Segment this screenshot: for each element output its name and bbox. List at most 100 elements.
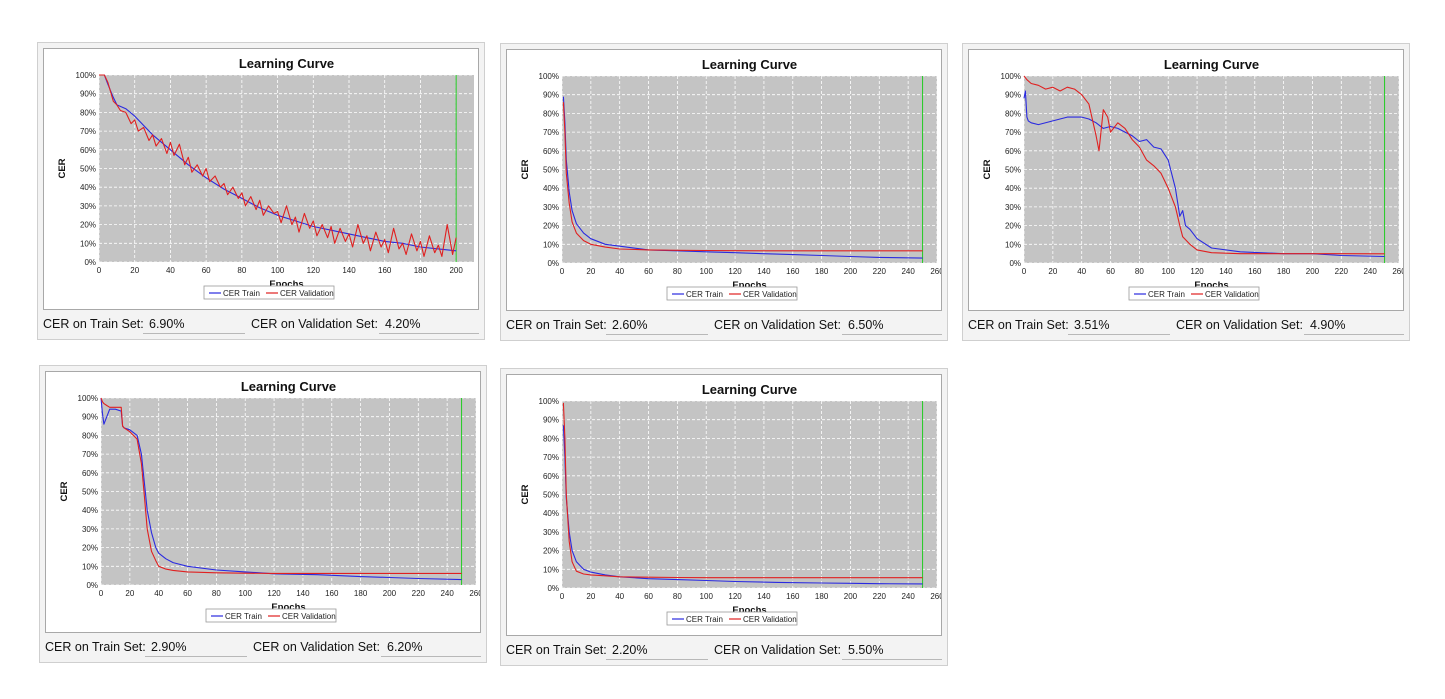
x-tick-label: 120 xyxy=(728,267,742,276)
validation-stat-label: CER on Validation Set: xyxy=(1176,318,1303,332)
x-tick-label: 120 xyxy=(307,266,321,275)
x-tick-label: 120 xyxy=(267,589,281,598)
y-tick-label: 70% xyxy=(82,450,98,459)
x-tick-label: 260 xyxy=(1392,267,1403,276)
legend-train-label: CER Train xyxy=(686,290,723,299)
learning-curve-chart: Learning Curve 0% 10% 20% 30% 40% 50% 60% 70% 80%… xyxy=(982,57,1403,301)
x-tick-label: 20 xyxy=(586,267,595,276)
x-tick-label: 60 xyxy=(183,589,192,598)
y-tick-label: 80% xyxy=(82,431,98,440)
y-tick-label: 0% xyxy=(547,259,559,268)
legend-validation-label: CER Validation xyxy=(743,290,797,299)
y-tick-label: 80% xyxy=(1005,109,1021,118)
validation-stat-value: 4.20% xyxy=(379,315,479,334)
x-tick-label: 160 xyxy=(325,589,339,598)
x-tick-label: 240 xyxy=(1363,267,1377,276)
learning-curve-chart: Learning Curve 0% 10% 20% 30% 40% 50% 60% 70% 80%… xyxy=(520,382,941,626)
y-axis-label: CER xyxy=(57,158,68,178)
y-tick-label: 90% xyxy=(543,91,559,100)
x-tick-label: 200 xyxy=(1306,267,1320,276)
train-stat-value: 6.90% xyxy=(143,315,245,334)
y-tick-label: 50% xyxy=(80,165,96,174)
x-tick-label: 180 xyxy=(815,267,829,276)
train-stat-value: 2.60% xyxy=(606,316,708,335)
train-series-line xyxy=(100,397,462,581)
chart-frame: Learning Curve 0% 10% 20% 30% 40% 50% 60% 70% 80%… xyxy=(506,374,942,636)
y-tick-label: 50% xyxy=(543,166,559,175)
learning-curve-panel: Learning Curve 0% 10% 20% 30% 40% 50% 60% 70% 80%… xyxy=(500,43,948,341)
x-tick-label: 80 xyxy=(673,592,682,601)
train-stat-label: CER on Train Set: xyxy=(968,318,1069,332)
legend-train-label: CER Train xyxy=(1148,290,1185,299)
x-tick-label: 60 xyxy=(202,266,211,275)
chart-title: Learning Curve xyxy=(241,379,336,394)
y-tick-label: 20% xyxy=(82,544,98,553)
y-tick-label: 60% xyxy=(543,472,559,481)
train-stat-label: CER on Train Set: xyxy=(45,640,146,654)
stats-row: CER on Train Set: 3.51% CER on Validatio… xyxy=(968,316,1404,338)
y-tick-label: 60% xyxy=(80,146,96,155)
y-tick-label: 40% xyxy=(80,183,96,192)
x-tick-label: 140 xyxy=(757,267,771,276)
x-tick-label: 20 xyxy=(1048,267,1057,276)
x-tick-label: 100 xyxy=(700,592,714,601)
x-tick-label: 0 xyxy=(1022,267,1027,276)
y-tick-label: 90% xyxy=(543,416,559,425)
chart-frame: Learning Curve 0% 10% 20% 30% 40% 50% 60% 70% 80%… xyxy=(506,49,942,311)
x-tick-label: 20 xyxy=(586,592,595,601)
x-tick-label: 200 xyxy=(844,267,858,276)
x-tick-label: 200 xyxy=(449,266,463,275)
y-tick-label: 50% xyxy=(543,491,559,500)
chart-frame: Learning Curve 0% 10% 20% 30% 40% 50% 60% 70% 80%… xyxy=(43,48,479,310)
x-tick-label: 200 xyxy=(844,592,858,601)
x-tick-label: 40 xyxy=(1077,267,1086,276)
x-tick-label: 80 xyxy=(212,589,221,598)
y-tick-label: 40% xyxy=(543,509,559,518)
y-tick-label: 100% xyxy=(539,397,559,406)
stats-row: CER on Train Set: 6.90% CER on Validatio… xyxy=(43,315,479,337)
validation-stat-label: CER on Validation Set: xyxy=(714,643,841,657)
x-tick-label: 60 xyxy=(644,592,653,601)
x-axis-label: Epochs xyxy=(1194,280,1228,291)
y-tick-label: 100% xyxy=(76,71,96,80)
x-axis-label: Epochs xyxy=(269,279,303,290)
x-tick-label: 260 xyxy=(930,267,941,276)
x-tick-label: 140 xyxy=(1219,267,1233,276)
y-tick-label: 40% xyxy=(1005,184,1021,193)
x-axis-label: Epochs xyxy=(732,280,766,291)
stats-row: CER on Train Set: 2.90% CER on Validatio… xyxy=(45,638,481,660)
x-tick-label: 160 xyxy=(378,266,392,275)
x-tick-label: 100 xyxy=(239,589,253,598)
y-tick-label: 90% xyxy=(82,413,98,422)
y-tick-label: 20% xyxy=(543,222,559,231)
y-tick-label: 0% xyxy=(1009,259,1021,268)
y-tick-label: 80% xyxy=(543,434,559,443)
y-axis-label: CER xyxy=(982,159,993,179)
train-stat-label: CER on Train Set: xyxy=(506,643,607,657)
y-tick-label: 0% xyxy=(86,581,98,590)
y-tick-label: 50% xyxy=(1005,166,1021,175)
x-tick-label: 140 xyxy=(296,589,310,598)
y-tick-label: 60% xyxy=(1005,147,1021,156)
validation-stat-value: 5.50% xyxy=(842,641,942,660)
x-tick-label: 160 xyxy=(1248,267,1262,276)
chart-frame: Learning Curve 0% 10% 20% 30% 40% 50% 60% 70% 80%… xyxy=(45,371,481,633)
x-tick-label: 120 xyxy=(1190,267,1204,276)
train-stat-label: CER on Train Set: xyxy=(506,318,607,332)
x-tick-label: 40 xyxy=(615,592,624,601)
learning-curve-panel: Learning Curve 0% 10% 20% 30% 40% 50% 60% 70% 80%… xyxy=(962,43,1410,341)
x-tick-label: 120 xyxy=(728,592,742,601)
y-tick-label: 100% xyxy=(539,72,559,81)
learning-curve-chart: Learning Curve 0% 10% 20% 30% 40% 50% 60% 70% 80%… xyxy=(57,56,474,300)
x-tick-label: 140 xyxy=(757,592,771,601)
y-tick-label: 90% xyxy=(80,90,96,99)
x-tick-label: 260 xyxy=(469,589,480,598)
stats-row: CER on Train Set: 2.60% CER on Validatio… xyxy=(506,316,942,338)
validation-series-line xyxy=(1023,75,1385,255)
train-stat-label: CER on Train Set: xyxy=(43,317,144,331)
validation-stat-value: 4.90% xyxy=(1304,316,1404,335)
y-tick-label: 80% xyxy=(543,109,559,118)
x-tick-label: 220 xyxy=(873,267,887,276)
y-tick-label: 20% xyxy=(543,547,559,556)
legend-validation-label: CER Validation xyxy=(1205,290,1259,299)
